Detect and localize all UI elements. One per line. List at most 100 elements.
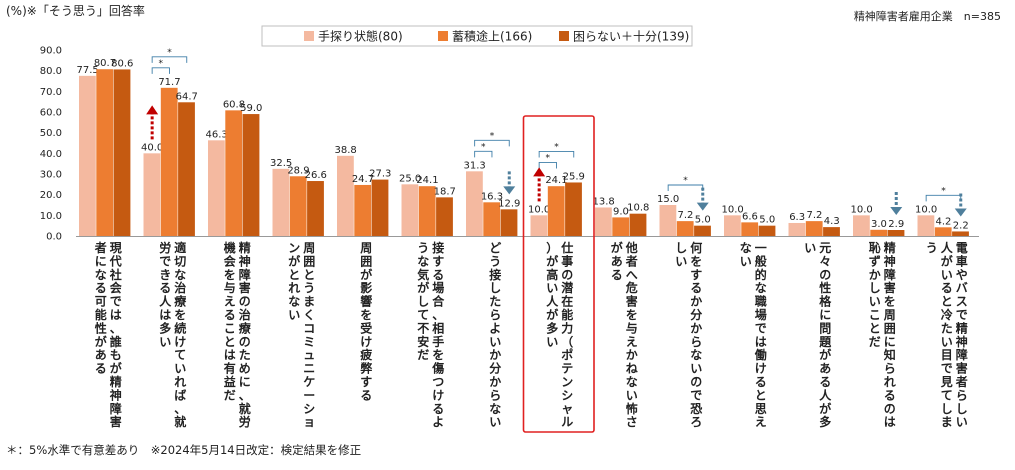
- category-label-char: な: [95, 268, 107, 282]
- category-label-char: え: [755, 415, 767, 429]
- category-label-char: 見: [940, 374, 953, 389]
- category-label-char: ら: [489, 388, 501, 402]
- category-label-char: 知: [883, 347, 896, 362]
- category-label-char: い: [956, 415, 968, 429]
- significance-star: *: [481, 142, 486, 152]
- category-label-char: 問: [819, 321, 831, 335]
- arrow-down-icon: [954, 208, 967, 217]
- bar: [741, 222, 759, 236]
- category-label-char: な: [288, 295, 300, 309]
- bar: [805, 221, 823, 236]
- significance-bracket: [538, 151, 575, 158]
- bar: [917, 215, 935, 236]
- bar: [289, 176, 307, 236]
- legend-swatch: [438, 31, 448, 41]
- category-label-char: 神: [956, 334, 968, 349]
- category-label-char: 障: [110, 401, 122, 416]
- category-label-char: 分: [489, 361, 501, 376]
- data-label: 2.9: [888, 219, 904, 230]
- category-label-char: は: [884, 415, 896, 429]
- category-label-char: 現: [110, 241, 122, 255]
- category-label-char: 労: [239, 414, 251, 429]
- category-label-char: よ: [489, 321, 501, 335]
- category-label-char: る: [95, 362, 107, 376]
- bar: [823, 227, 840, 236]
- category-label-char: 、: [432, 308, 444, 322]
- category-label-char: 在: [561, 294, 573, 309]
- category-label-char: で: [941, 362, 953, 376]
- category-label-char: 怖: [626, 401, 638, 416]
- y-tick-label: 90.0: [40, 46, 62, 57]
- category-label-char: い: [174, 362, 186, 376]
- category-label-char: か: [690, 321, 702, 335]
- significance-bracket: [151, 67, 170, 74]
- data-label: 28.9: [287, 165, 309, 176]
- data-label: 13.8: [593, 196, 615, 207]
- data-label: 80.7: [94, 58, 116, 69]
- category-label-char: で: [755, 321, 767, 335]
- category-label-char: た: [239, 348, 251, 362]
- category-label-char: の: [239, 295, 251, 309]
- category-label-char: う: [489, 254, 501, 268]
- arrow-up-icon: [146, 105, 159, 115]
- category-label-char: な: [417, 254, 429, 268]
- category-label-char: 不: [417, 321, 429, 335]
- category-label-char: 周: [303, 241, 315, 255]
- category-label-char: 力: [561, 320, 573, 335]
- category-label-char: 人: [159, 294, 172, 309]
- category-label-char: う: [417, 241, 429, 255]
- category-label-char: ら: [956, 388, 968, 402]
- category-label-char: 切: [174, 254, 186, 268]
- significance-star: *: [490, 131, 495, 141]
- category-label-char: 的: [755, 267, 767, 282]
- category-label-char: と: [869, 321, 881, 335]
- category-label-char: 目: [941, 348, 953, 362]
- category-label-char: 神: [110, 387, 122, 402]
- category-label-char: よ: [432, 415, 444, 429]
- footnote: ＊：5%水準で有意差あり ※2024年5月14日改定：検定結果を修正: [6, 443, 362, 457]
- category-label-char: め: [239, 362, 251, 376]
- bar: [676, 221, 694, 236]
- category-label-char: の: [239, 335, 251, 349]
- significance-bracket: [474, 150, 493, 158]
- category-label-char: あ: [819, 362, 831, 376]
- category-label-char: る: [432, 268, 444, 282]
- category-label-char: 接: [489, 267, 501, 282]
- bar: [724, 215, 741, 236]
- data-label: 3.0: [871, 219, 887, 230]
- category-label-char: し: [675, 241, 687, 255]
- category-label-char: 治: [174, 280, 186, 295]
- category-label-char: と: [303, 268, 315, 282]
- category-label-char: 危: [625, 280, 638, 295]
- y-tick-label: 0.0: [46, 232, 62, 243]
- category-label-char: 何: [690, 240, 702, 255]
- category-label-char: さ: [626, 415, 638, 429]
- category-label-char: る: [941, 281, 953, 295]
- category-label-char: れ: [884, 375, 896, 389]
- category-label-char: け: [174, 335, 186, 349]
- category-label-char: 精: [239, 240, 251, 255]
- legend-label: 手探り状態(80): [318, 29, 403, 44]
- category-label-char: だ: [224, 388, 236, 402]
- data-label: 6.3: [789, 212, 805, 223]
- category-label-char: 題: [819, 335, 832, 349]
- data-label: 80.6: [111, 58, 133, 69]
- category-label-char: 障: [956, 347, 968, 362]
- bar: [225, 110, 243, 236]
- category-label-char: か: [489, 375, 501, 389]
- bar: [530, 215, 548, 236]
- category-label-char: 能: [561, 307, 573, 322]
- category-label-char: 手: [432, 334, 444, 349]
- category-label-char: は: [224, 348, 236, 362]
- category-label-char: 就: [174, 414, 186, 429]
- category-label-char: 多: [159, 320, 171, 335]
- category-label-char: 会: [224, 253, 237, 268]
- category-label-char: 働: [754, 347, 767, 362]
- category-label-char: い: [869, 295, 881, 309]
- category-label-char: バ: [956, 281, 968, 295]
- data-label: 38.8: [335, 145, 357, 156]
- category-label-char: を: [432, 348, 444, 362]
- data-label: 31.3: [464, 160, 486, 171]
- category-label-char: る: [95, 281, 107, 295]
